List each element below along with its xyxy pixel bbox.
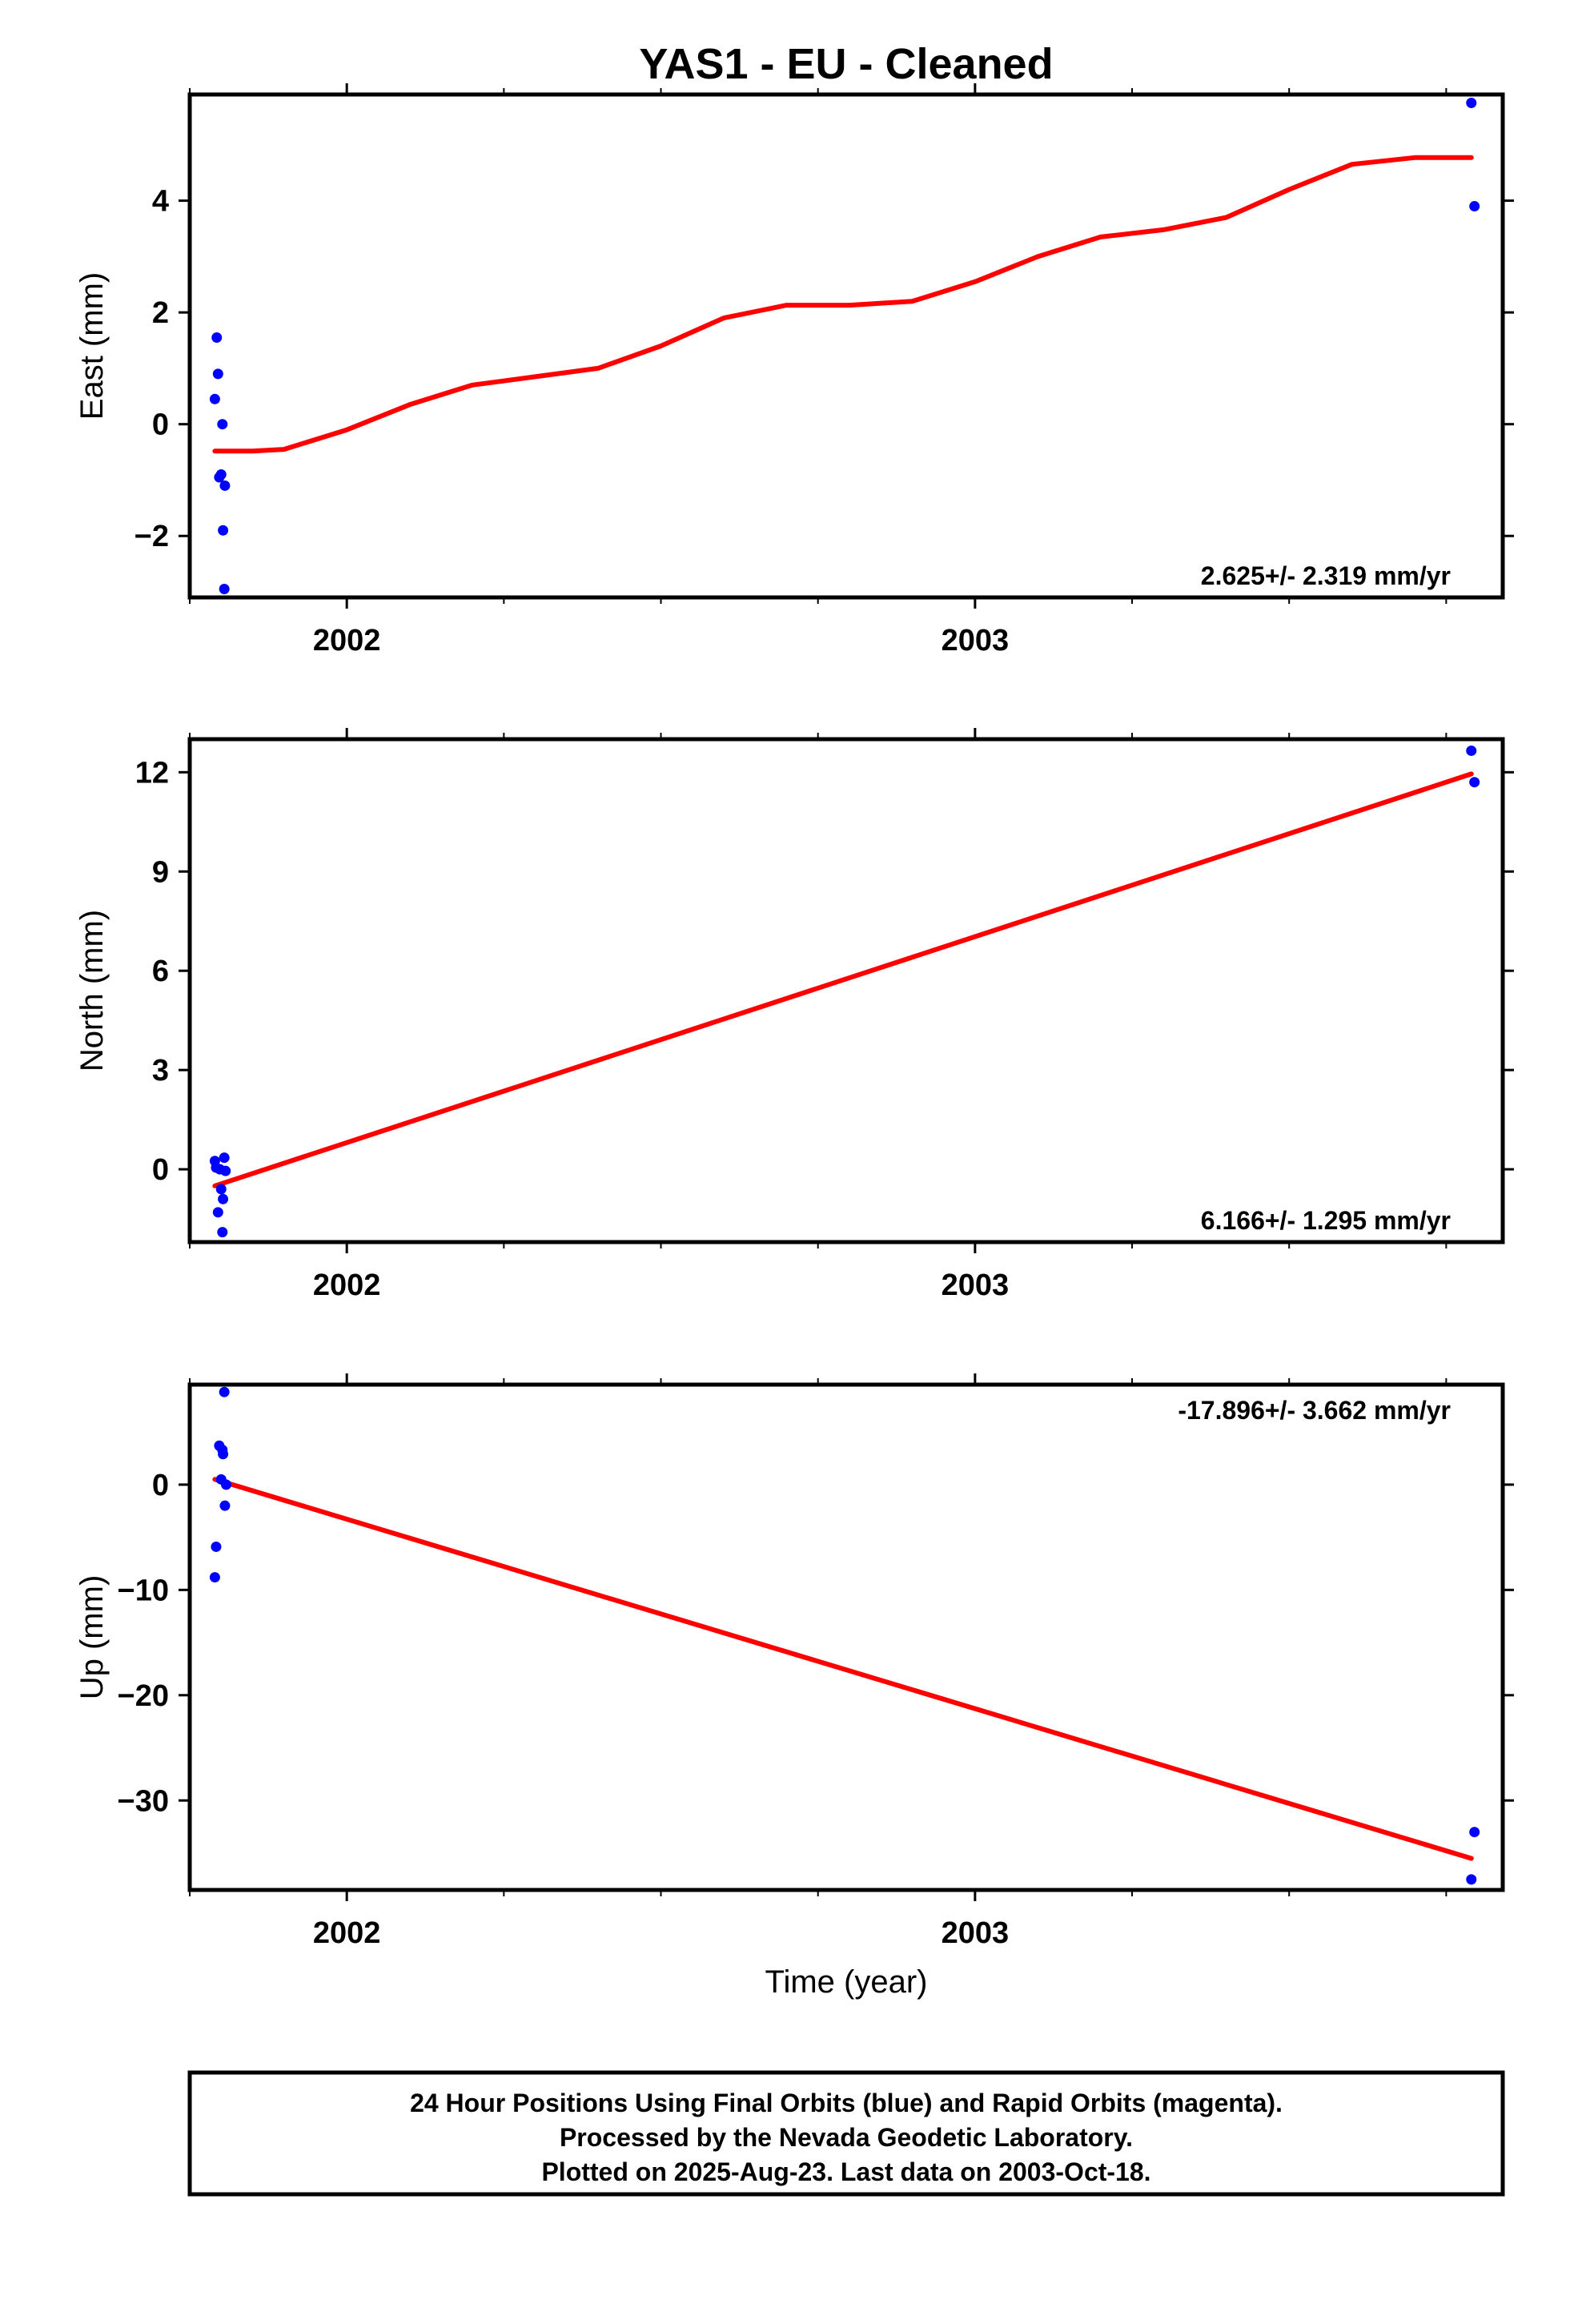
chart-title: YAS1 - EU - Cleaned [639, 40, 1053, 88]
data-point [219, 1152, 230, 1164]
footer-line-2: Processed by the Nevada Geodetic Laborat… [560, 2123, 1133, 2152]
x-tick-label: 2003 [942, 1916, 1010, 1950]
data-point [218, 1449, 229, 1460]
data-point [219, 480, 231, 491]
y-axis-label: Up (mm) [74, 1575, 110, 1700]
x-tick-label: 2002 [313, 1916, 381, 1950]
plot-frame [187, 737, 1505, 1244]
y-tick-label: 0 [152, 408, 169, 442]
data-point [211, 1541, 222, 1552]
fit-line [212, 771, 1474, 1188]
y-tick-label: −30 [118, 1784, 169, 1818]
data-point [217, 419, 228, 430]
up-panel: −30 −20 −10 0 2002 2003 Up (mm) -17.896+/- 3.66… [74, 1373, 1514, 2000]
north-panel: 0 3 6 9 12 2002 2003 North (mm) 6.166+/- 1.295 m… [74, 728, 1514, 1302]
data-point [219, 1386, 230, 1397]
footer-frame [187, 2070, 1505, 2197]
data-point [219, 584, 230, 595]
y-tick-label: −2 [135, 520, 169, 553]
data-point [1466, 745, 1477, 756]
data-point [215, 468, 227, 480]
data-point [1469, 777, 1480, 788]
data-point [215, 1184, 227, 1195]
x-tick-label: 2002 [313, 1269, 381, 1302]
rate-annotation: 6.166+/- 1.295 mm/yr [1201, 1206, 1451, 1235]
east-panel: −2 0 2 4 2002 2003 East (mm) 2.625+/- 2.319 mm/… [74, 83, 1514, 657]
data-point [218, 525, 229, 536]
data-point [209, 393, 220, 404]
rate-annotation: 2.625+/- 2.319 mm/yr [1201, 561, 1451, 590]
data-point [212, 1207, 223, 1218]
fit-line [212, 155, 1474, 454]
plot-frame [187, 92, 1505, 600]
y-tick-label: 0 [152, 1153, 169, 1187]
data-point [1466, 97, 1477, 108]
plot-frame [187, 1382, 1505, 1892]
x-tick-label: 2003 [942, 1269, 1010, 1302]
y-axis-label: East (mm) [74, 272, 110, 420]
x-tick-label: 2002 [313, 624, 381, 657]
rate-annotation: -17.896+/- 3.662 mm/yr [1178, 1396, 1451, 1425]
footer-line-3: Plotted on 2025-Aug-23. Last data on 200… [541, 2157, 1150, 2186]
y-tick-label: 3 [152, 1054, 169, 1088]
y-tick-label: 6 [152, 955, 169, 988]
footer-box: 24 Hour Positions Using Final Orbits (bl… [187, 2070, 1505, 2197]
x-tick-label: 2003 [942, 624, 1010, 657]
data-point [1466, 1874, 1477, 1885]
data-point [217, 1227, 228, 1238]
y-tick-label: 2 [152, 296, 169, 330]
y-tick-label: 0 [152, 1469, 169, 1502]
data-point [1469, 201, 1480, 212]
footer-line-1: 24 Hour Positions Using Final Orbits (bl… [410, 2089, 1283, 2117]
data-point [219, 1500, 231, 1511]
y-tick-label: −10 [118, 1574, 169, 1607]
y-axis-label: North (mm) [74, 910, 110, 1072]
data-point [211, 332, 223, 344]
y-tick-label: 9 [152, 855, 169, 889]
y-tick-label: 12 [135, 756, 169, 790]
data-point [220, 1165, 231, 1176]
data-point [1469, 1827, 1480, 1838]
x-axis-label: Time (year) [765, 1964, 928, 2000]
y-tick-label: 4 [152, 185, 169, 219]
fit-line [212, 1477, 1474, 1861]
data-point [218, 1193, 229, 1204]
data-point [209, 1572, 220, 1583]
data-point [212, 368, 223, 380]
y-tick-label: −20 [118, 1679, 169, 1713]
data-point [221, 1479, 232, 1490]
